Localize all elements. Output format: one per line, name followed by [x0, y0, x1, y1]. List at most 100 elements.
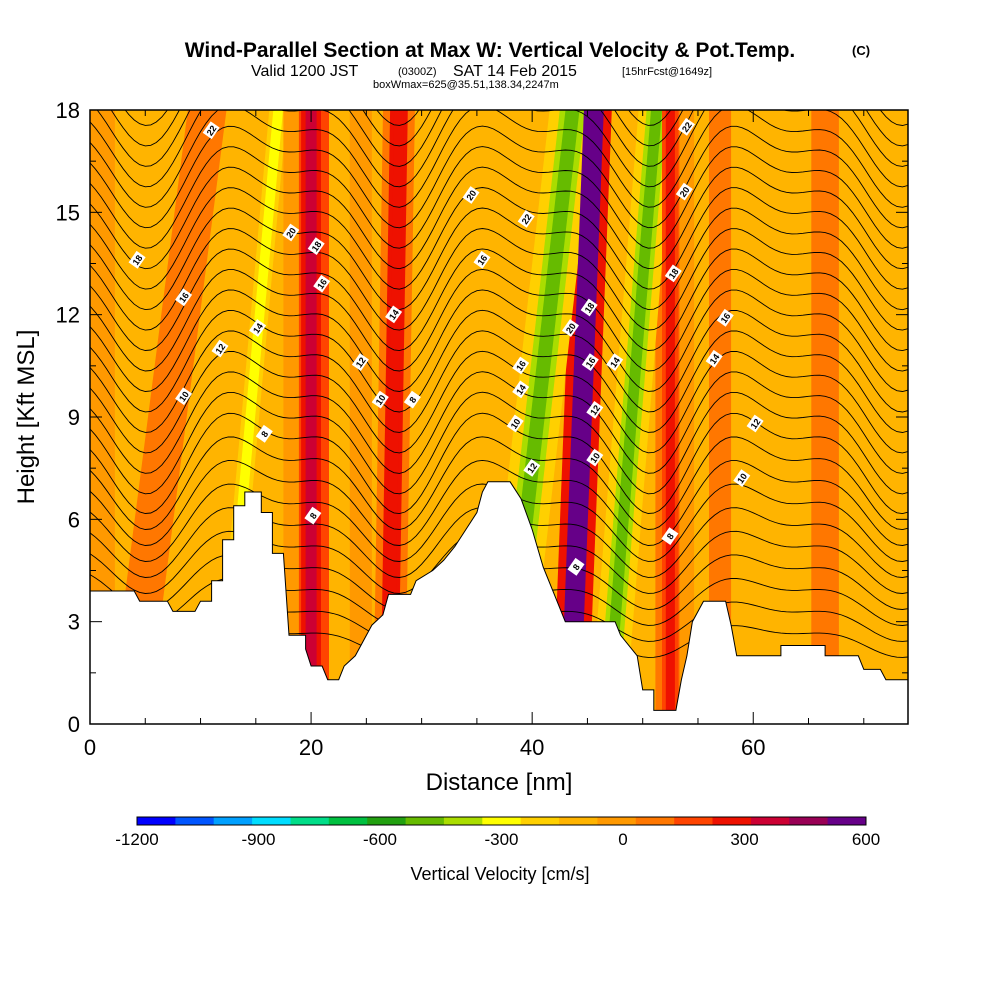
isentrope-label-bg — [175, 288, 193, 307]
isentrope-labels: 22 18 16 20 18 16 14 12 10 8 8 14 12 10 8 20 16 22 20 18 16 1… — [128, 117, 764, 576]
isentrope-label-text: 14 — [608, 355, 622, 369]
isentrope-label-32: 18 — [664, 264, 682, 283]
isentrope-label-bg — [304, 506, 322, 525]
isentrope-label-text: 12 — [749, 417, 763, 431]
isentrope-label-11: 14 — [385, 305, 403, 324]
isentrope-label-bg — [506, 414, 524, 433]
isentrope-label-3: 20 — [282, 223, 300, 242]
isentrope-label-text: 12 — [354, 355, 368, 369]
isentrope-line-17 — [90, 248, 908, 352]
isentrope-label-bg — [567, 557, 585, 576]
isentrope-label-bg — [385, 305, 403, 324]
valid-utc: (0300Z) — [398, 66, 437, 78]
y-tick-label: 18 — [56, 98, 80, 123]
isentrope-label-text: 14 — [708, 352, 722, 366]
isentrope-line-19 — [90, 207, 908, 311]
isentrope-line-9 — [90, 412, 908, 515]
isentrope-label-bg — [523, 459, 541, 477]
colorbar-label: Vertical Velocity [cm/s] — [410, 864, 589, 884]
isentrope-label-bg — [746, 414, 764, 433]
velocity-band-7 — [414, 110, 462, 724]
colorbar-swatch — [290, 817, 330, 825]
isentrope-label-text: 18 — [131, 253, 145, 267]
isentrope-label-text: 12 — [588, 403, 602, 417]
isentrope-label-bg — [473, 250, 491, 269]
isentrope-label-22: 10 — [506, 414, 524, 433]
colorbar-swatch — [482, 817, 522, 825]
isentrope-label-36: 10 — [733, 469, 751, 488]
velocity-band-13 — [709, 110, 732, 724]
isentrope-label-text: 16 — [177, 291, 191, 305]
isentrope-line-10 — [90, 391, 908, 495]
y-tick-label: 15 — [56, 200, 80, 225]
colorbar: -1200 -900 -600 -300 0 300 600 — [115, 816, 880, 849]
chart-title-block: Wind-Parallel Section at Max W: Vertical… — [185, 39, 870, 91]
isentrope-label-13: 10 — [371, 390, 389, 409]
isentrope-label-6: 14 — [249, 319, 267, 337]
y-tick-label: 6 — [68, 507, 80, 532]
colorbar-swatch — [213, 817, 253, 825]
isentrope-line-21 — [90, 166, 908, 270]
isentrope-line-22 — [90, 146, 908, 249]
isentrope-label-bg — [664, 264, 682, 283]
isentrope-label-15: 20 — [462, 186, 480, 204]
box-wmax-info: boxWmax=625@35.51,138.34,2247m — [373, 79, 559, 91]
colorbar-swatch — [252, 817, 291, 825]
isentrope-label-24: 16 — [581, 353, 599, 372]
isentrope-line-16 — [90, 268, 908, 372]
isentrope-label-text: 16 — [584, 355, 598, 369]
isentrope-label-bg — [255, 424, 273, 443]
isentrope-label-4: 18 — [307, 237, 325, 256]
y-tick-label: 3 — [68, 610, 80, 635]
isentrope-label-bg — [580, 298, 598, 317]
isentrope-label-bg — [512, 356, 530, 375]
colorbar-swatch — [443, 817, 483, 825]
colorbar-swatch — [405, 817, 445, 825]
colorbar-tick-label: -1200 — [115, 830, 158, 849]
isentrope-label-19: 18 — [580, 298, 598, 317]
isentrope-label-2: 16 — [175, 288, 193, 307]
x-tick-label: 20 — [299, 735, 323, 760]
isentrope-label-31: 20 — [675, 182, 693, 201]
y-axis-label: Height [Kft MSL] — [13, 330, 40, 505]
y-tick-label: 9 — [68, 405, 80, 430]
colorbar-swatch — [674, 817, 714, 825]
isentrope-line-12 — [90, 350, 908, 454]
isentrope-label-bg — [175, 387, 193, 406]
isentrope-label-7: 12 — [211, 339, 229, 358]
y-tick-label: 12 — [56, 303, 80, 328]
terrain — [90, 481, 908, 724]
velocity-band-3 — [283, 110, 299, 724]
isentrope-label-text: 8 — [259, 429, 270, 439]
isentrope-label-text: 14 — [387, 308, 401, 322]
isentrope-label-bg — [211, 339, 229, 358]
isentrope-line-24 — [90, 110, 908, 208]
isentrope-label-bg — [675, 182, 693, 201]
isentrope-label-25: 14 — [606, 353, 624, 372]
velocity-band-5 — [349, 110, 372, 724]
colorbar-swatch — [328, 817, 368, 825]
isentrope-label-text: 18 — [667, 267, 681, 281]
x-tick-label: 60 — [741, 735, 765, 760]
forecast-info: [15hrFcst@1649z] — [622, 66, 712, 78]
isentrope-line-15 — [90, 289, 908, 392]
isentrope-label-bg — [403, 390, 421, 409]
isentrope-line-7 — [90, 459, 908, 546]
velocity-core-6 — [384, 110, 404, 724]
colorbar-frame — [136, 816, 867, 826]
isentrope-label-bg — [705, 349, 723, 368]
colorbar-swatch — [712, 817, 752, 825]
colorbar-swatch — [597, 817, 637, 825]
colorbar-swatch — [367, 817, 407, 825]
isentrope-label-bg — [561, 319, 580, 337]
colorbar-tick-label: 600 — [852, 830, 880, 849]
isentrope-label-text: 8 — [665, 531, 676, 541]
isentrope-label-8: 10 — [175, 387, 193, 406]
isentrope-line-20 — [90, 187, 908, 290]
isentrope-label-text: 16 — [475, 253, 489, 267]
isentrope-label-text: 18 — [310, 239, 324, 253]
isentrope-label-bg — [581, 353, 599, 372]
plot-area: 22 18 16 20 18 16 14 12 10 8 8 14 12 10 8 20 16 22 20 18 16 1… — [90, 110, 908, 724]
isentrope-line-18 — [90, 228, 908, 331]
